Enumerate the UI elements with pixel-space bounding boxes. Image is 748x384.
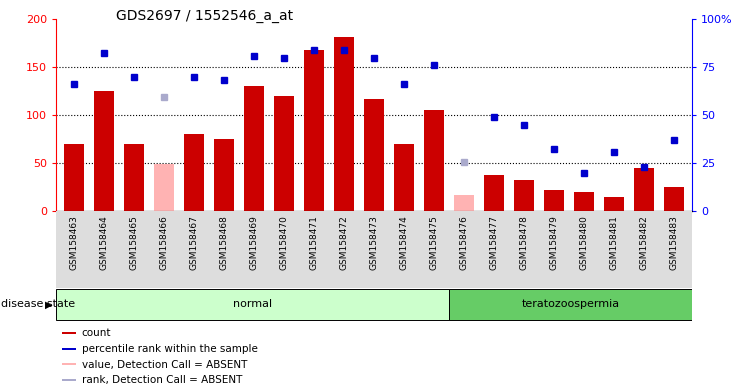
Text: GSM158472: GSM158472 xyxy=(340,215,349,270)
Bar xyxy=(56,289,449,320)
Text: GSM158483: GSM158483 xyxy=(669,215,678,270)
Text: GSM158482: GSM158482 xyxy=(640,215,649,270)
Text: GSM158465: GSM158465 xyxy=(129,215,138,270)
Text: GSM158463: GSM158463 xyxy=(70,215,79,270)
Text: GSM158476: GSM158476 xyxy=(459,215,468,270)
Text: percentile rank within the sample: percentile rank within the sample xyxy=(82,344,257,354)
Text: GDS2697 / 1552546_a_at: GDS2697 / 1552546_a_at xyxy=(116,9,293,23)
Text: GSM158473: GSM158473 xyxy=(370,215,378,270)
Bar xyxy=(334,38,354,211)
Bar xyxy=(275,96,294,211)
Bar xyxy=(62,332,76,334)
Bar xyxy=(364,99,384,211)
Text: GSM158464: GSM158464 xyxy=(99,215,108,270)
Text: GSM158480: GSM158480 xyxy=(580,215,589,270)
Bar xyxy=(64,144,84,211)
Bar xyxy=(214,139,234,211)
Text: teratozoospermia: teratozoospermia xyxy=(521,299,619,310)
Text: rank, Detection Call = ABSENT: rank, Detection Call = ABSENT xyxy=(82,376,242,384)
Bar xyxy=(62,348,76,349)
Text: count: count xyxy=(82,328,111,338)
Text: GSM158467: GSM158467 xyxy=(189,215,198,270)
Text: GSM158477: GSM158477 xyxy=(489,215,498,270)
Bar xyxy=(62,379,76,381)
Text: value, Detection Call = ABSENT: value, Detection Call = ABSENT xyxy=(82,359,247,370)
Bar xyxy=(514,180,534,211)
Bar xyxy=(484,175,503,211)
Text: ▶: ▶ xyxy=(45,299,52,310)
Bar xyxy=(304,50,324,211)
Text: GSM158466: GSM158466 xyxy=(159,215,168,270)
Text: GSM158471: GSM158471 xyxy=(310,215,319,270)
Bar xyxy=(604,197,624,211)
Bar xyxy=(394,144,414,211)
Text: normal: normal xyxy=(233,299,272,310)
Bar xyxy=(574,192,594,211)
Text: GSM158468: GSM158468 xyxy=(220,215,229,270)
Text: GSM158474: GSM158474 xyxy=(399,215,408,270)
Bar xyxy=(664,187,684,211)
Bar xyxy=(424,111,444,211)
Bar xyxy=(634,168,654,211)
Bar xyxy=(62,364,76,365)
Text: GSM158481: GSM158481 xyxy=(610,215,619,270)
Bar xyxy=(245,86,264,211)
Text: GSM158475: GSM158475 xyxy=(429,215,438,270)
Bar xyxy=(545,190,564,211)
Text: GSM158479: GSM158479 xyxy=(550,215,559,270)
Bar xyxy=(154,164,174,211)
Bar xyxy=(124,144,144,211)
Text: disease state: disease state xyxy=(1,299,75,310)
Text: GSM158470: GSM158470 xyxy=(280,215,289,270)
Bar xyxy=(449,289,692,320)
Bar xyxy=(94,91,114,211)
Text: GSM158478: GSM158478 xyxy=(519,215,528,270)
Text: GSM158469: GSM158469 xyxy=(250,215,259,270)
Bar xyxy=(184,134,203,211)
Bar xyxy=(454,195,473,211)
